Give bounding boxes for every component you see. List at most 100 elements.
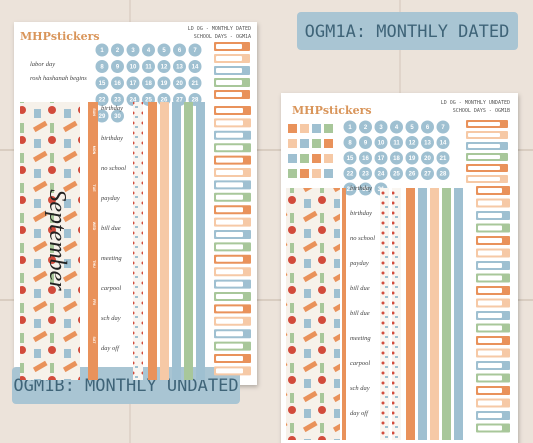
holiday: labor day — [30, 61, 55, 68]
box-inner — [468, 133, 500, 137]
box-inner — [468, 177, 500, 181]
box-inner — [216, 281, 243, 287]
box-inner — [216, 318, 243, 324]
box-inner — [216, 368, 243, 374]
pattern-strip — [380, 188, 389, 440]
box-inner — [468, 155, 500, 159]
day-number: 22 — [99, 98, 106, 104]
box-inner — [478, 213, 502, 218]
box-inner — [216, 145, 243, 151]
box-inner — [478, 413, 502, 418]
square-sticker — [288, 154, 297, 163]
square-sticker — [288, 124, 297, 133]
day-number: 9 — [364, 141, 368, 147]
square-sticker — [300, 139, 309, 148]
box-inner — [478, 200, 502, 206]
box-inner — [216, 269, 243, 275]
box-inner — [478, 375, 502, 381]
stripe — [172, 102, 181, 380]
day-circle — [188, 43, 202, 57]
sheet-subtitle: SCHOOL DAYS - OGM1B — [453, 108, 510, 114]
stripe — [430, 188, 439, 440]
box-inner — [216, 132, 243, 138]
box-inner — [478, 275, 502, 281]
month: September — [44, 189, 70, 291]
box-inner — [478, 238, 502, 243]
pattern-panel — [20, 102, 80, 380]
day-circle — [157, 43, 171, 57]
day-number: 24 — [378, 172, 385, 178]
box-inner — [478, 250, 502, 256]
word-sticker: no school — [101, 165, 126, 172]
square-sticker — [324, 169, 333, 178]
day-number: 6 — [178, 48, 182, 54]
day-number: 7 — [441, 125, 445, 131]
square-sticker — [288, 139, 297, 148]
word-sticker: day off — [101, 345, 120, 352]
sheet-title: LD OG - MONTHLY DATED — [188, 26, 251, 32]
stripe — [184, 102, 193, 380]
day-circle — [390, 136, 403, 149]
day-circle — [374, 151, 388, 165]
label-text: OGM1B: MONTHLY UNDATED — [13, 376, 238, 396]
day-circle — [405, 151, 419, 165]
day-circle — [126, 60, 140, 73]
word-sticker: day off — [350, 410, 369, 417]
word-sticker: birthday — [350, 210, 372, 217]
day-circle — [359, 151, 372, 165]
day-circle — [111, 109, 124, 123]
day-circle — [359, 120, 372, 134]
square-sticker — [312, 139, 321, 148]
day-circle — [421, 120, 434, 134]
square-sticker — [300, 169, 309, 178]
day-number: 13 — [424, 141, 431, 147]
day-circle — [95, 93, 109, 106]
box-inner — [478, 288, 502, 293]
brand: MHPstickers — [20, 30, 100, 43]
day-circle — [405, 136, 419, 149]
box-inner — [216, 194, 243, 200]
stripe — [160, 102, 169, 380]
day-number: 11 — [145, 65, 152, 71]
box-inner — [216, 207, 243, 213]
day-number: 7 — [193, 48, 197, 54]
day-number: 29 — [99, 114, 106, 120]
day-circle — [405, 120, 419, 134]
day-circle — [390, 120, 403, 134]
square-sticker — [288, 169, 297, 178]
holiday: rosh hashanah begins — [30, 75, 87, 82]
day-circle — [374, 136, 388, 149]
weekday-strip — [342, 188, 346, 440]
word-sticker: payday — [349, 260, 369, 267]
day-circle — [142, 43, 155, 57]
box-inner — [216, 256, 243, 262]
day-number: 25 — [393, 172, 400, 178]
weekday: MON — [92, 146, 96, 155]
day-number: 1 — [348, 125, 352, 131]
day-number: 23 — [114, 98, 121, 104]
box-inner — [478, 425, 502, 431]
day-number: 19 — [409, 156, 416, 162]
day-number: 5 — [162, 48, 166, 54]
day-number: 24 — [130, 98, 137, 104]
sheet-subtitle: SCHOOL DAYS - OGM1A — [194, 34, 251, 40]
day-number: 4 — [147, 48, 151, 54]
box-inner — [216, 120, 243, 126]
box-inner — [216, 92, 242, 97]
day-circle — [436, 120, 450, 134]
square-sticker — [312, 169, 321, 178]
day-number: 15 — [99, 81, 106, 87]
day-number: 19 — [161, 81, 168, 87]
day-circle — [126, 43, 140, 57]
day-number: 13 — [176, 65, 183, 71]
day-circle — [111, 76, 124, 90]
day-circle — [343, 167, 357, 180]
box-inner — [216, 44, 242, 49]
day-number: 17 — [378, 156, 385, 162]
day-circle — [95, 76, 109, 90]
box-inner — [468, 122, 500, 126]
box-inner — [478, 263, 502, 268]
day-circle — [390, 167, 403, 180]
stripe — [406, 188, 415, 440]
day-number: 27 — [424, 172, 431, 178]
